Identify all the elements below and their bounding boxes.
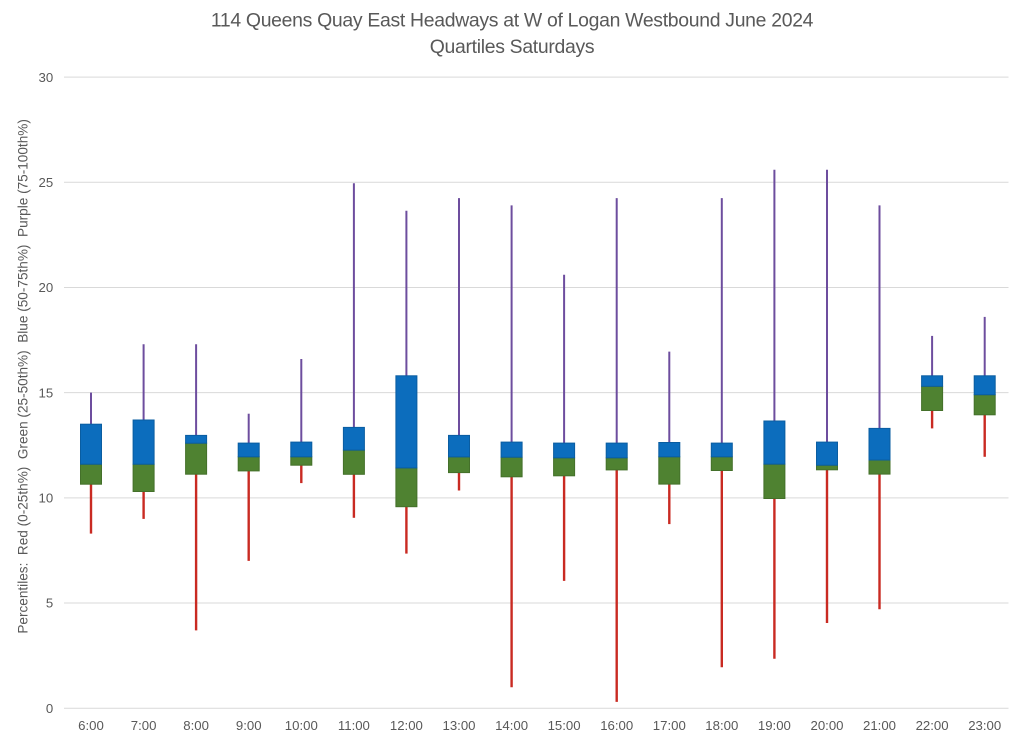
svg-text:12:00: 12:00 — [390, 718, 423, 733]
svg-text:10:00: 10:00 — [285, 718, 318, 733]
svg-text:8:00: 8:00 — [183, 718, 209, 733]
svg-text:21:00: 21:00 — [863, 718, 896, 733]
svg-text:Quartiles Saturdays: Quartiles Saturdays — [430, 36, 595, 58]
svg-text:9:00: 9:00 — [236, 718, 262, 733]
svg-text:20:00: 20:00 — [810, 718, 843, 733]
svg-text:18:00: 18:00 — [705, 718, 738, 733]
svg-text:114 Queens Quay East Headways: 114 Queens Quay East Headways at W of Lo… — [211, 9, 814, 31]
svg-text:5: 5 — [46, 596, 53, 611]
svg-text:6:00: 6:00 — [78, 718, 104, 733]
svg-text:0: 0 — [46, 701, 53, 716]
svg-text:11:00: 11:00 — [338, 718, 370, 733]
svg-text:19:00: 19:00 — [758, 718, 791, 733]
svg-text:23:00: 23:00 — [968, 718, 1001, 733]
svg-text:22:00: 22:00 — [916, 718, 949, 733]
svg-text:15: 15 — [39, 385, 54, 400]
svg-text:Percentiles: Red (0-25th%) G: Percentiles: Red (0-25th%) Green (25-50t… — [16, 119, 31, 634]
svg-text:10: 10 — [39, 491, 54, 506]
svg-text:15:00: 15:00 — [548, 718, 581, 733]
svg-text:25: 25 — [39, 175, 54, 190]
svg-text:14:00: 14:00 — [495, 718, 528, 733]
svg-text:20: 20 — [39, 280, 54, 295]
svg-text:16:00: 16:00 — [600, 718, 633, 733]
svg-text:7:00: 7:00 — [131, 718, 157, 733]
svg-text:30: 30 — [39, 70, 54, 85]
svg-text:17:00: 17:00 — [653, 718, 686, 733]
svg-text:13:00: 13:00 — [442, 718, 475, 733]
